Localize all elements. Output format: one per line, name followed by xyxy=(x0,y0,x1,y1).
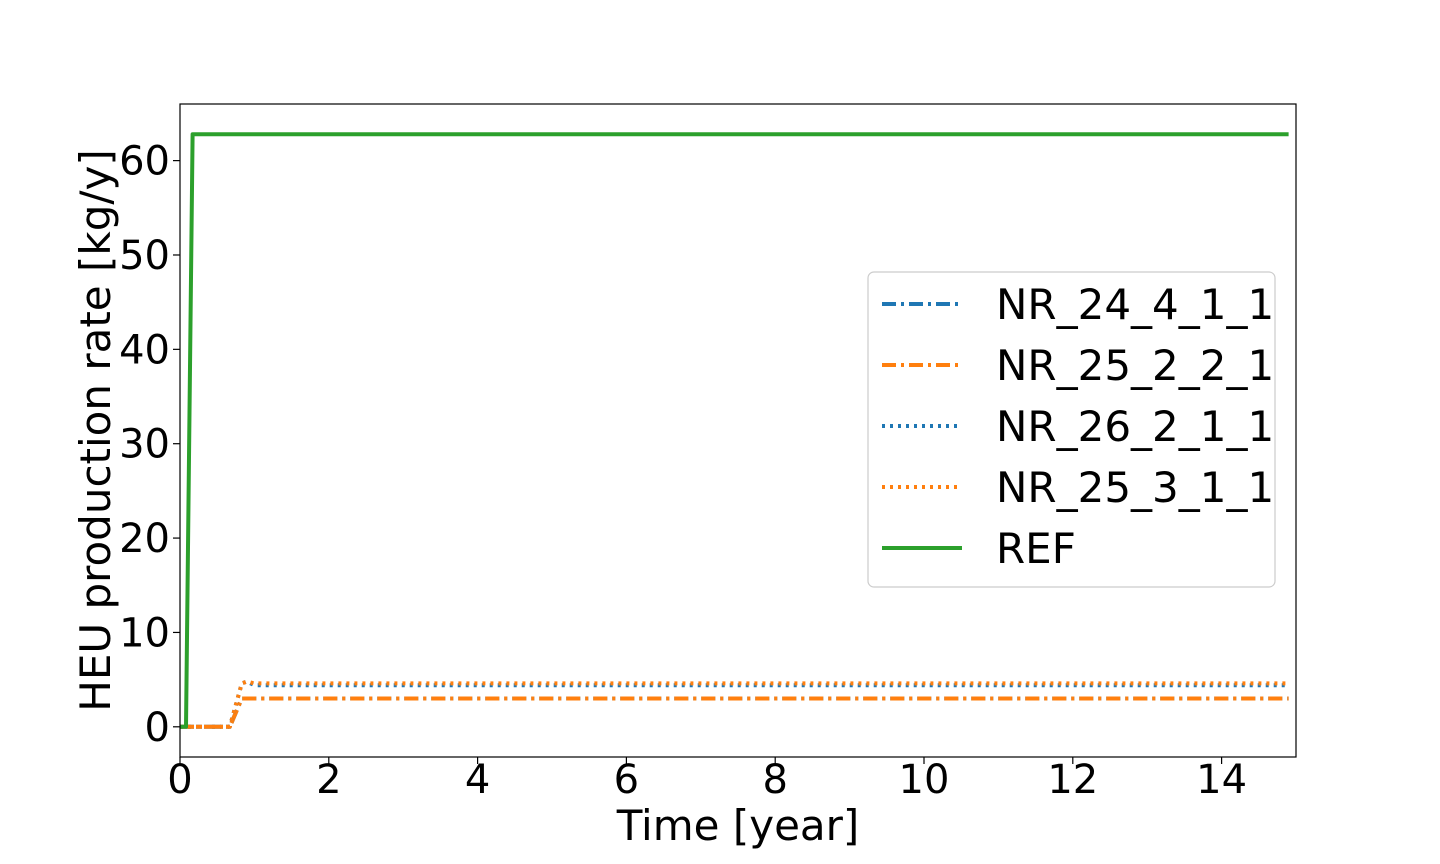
series-line-4 xyxy=(180,132,1289,729)
x-axis-label: Time [year] xyxy=(616,801,860,850)
y-axis: 0 10 20 30 40 50 60 xyxy=(119,139,180,751)
x-tick-label: 8 xyxy=(762,757,787,803)
y-tick-label: 30 xyxy=(119,422,170,468)
legend-label: NR_25_3_1_1 xyxy=(996,463,1274,512)
series-line-3 xyxy=(180,679,1289,729)
legend-frame xyxy=(867,271,1276,588)
x-tick-label: 6 xyxy=(614,757,639,803)
y-tick-label: 0 xyxy=(145,705,170,751)
x-tick-label: 2 xyxy=(316,757,341,803)
x-axis: 0 2 4 6 8 10 12 14 xyxy=(167,757,1247,803)
x-tick-label: 12 xyxy=(1047,757,1098,803)
x-tick-label: 10 xyxy=(899,757,950,803)
x-tick-label: 4 xyxy=(465,757,490,803)
x-tick-label: 14 xyxy=(1196,757,1247,803)
y-tick-label: 60 xyxy=(119,139,170,185)
legend-label: NR_26_2_1_1 xyxy=(996,402,1274,451)
series-line-0 xyxy=(180,696,1289,729)
y-tick-label: 50 xyxy=(119,233,170,279)
series-layer xyxy=(180,132,1289,729)
y-tick-label: 40 xyxy=(119,327,170,373)
legend-label: NR_25_2_2_1 xyxy=(996,341,1274,390)
legend: NR_24_4_1_1 NR_25_2_2_1 NR_26_2_1_1 NR_25_3… xyxy=(867,271,1276,588)
legend-label: NR_24_4_1_1 xyxy=(996,280,1274,329)
legend-label: REF xyxy=(996,524,1076,573)
plot-frame xyxy=(179,103,1297,758)
y-tick-label: 10 xyxy=(119,610,170,656)
series-line-1 xyxy=(180,696,1289,729)
y-tick-label: 20 xyxy=(119,516,170,562)
series-line-2 xyxy=(180,679,1289,729)
x-tick-label: 0 xyxy=(167,757,192,803)
y-axis-label: HEU production rate [kg/y] xyxy=(71,149,120,712)
